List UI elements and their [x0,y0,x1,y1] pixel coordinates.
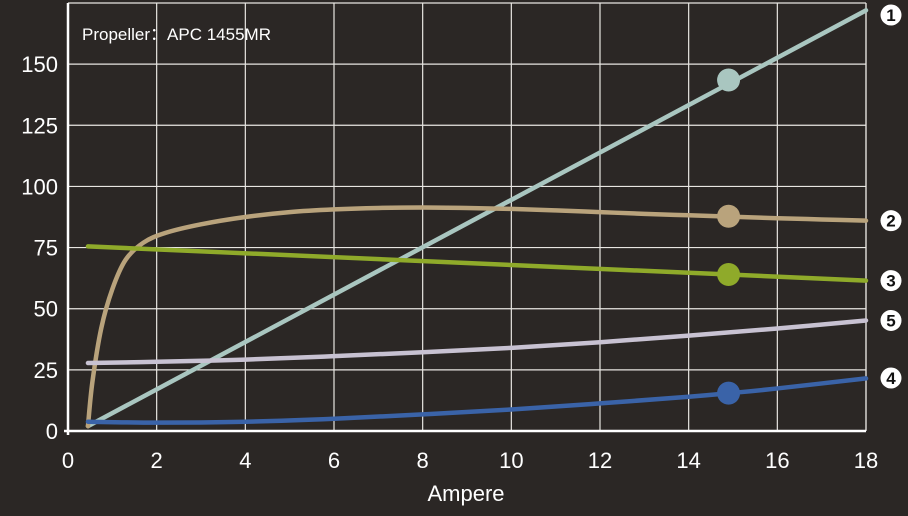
x-tick-label: 4 [239,448,251,473]
series-badge-circle [880,270,902,292]
series-marker-1 [717,68,741,92]
x-tick-label: 18 [854,448,878,473]
series-badge-label: 2 [886,212,895,231]
series-markers [717,68,741,405]
x-tick-label: 2 [151,448,163,473]
series-badge-label: 1 [886,6,895,25]
series-labels: 1 2 3 5 4 [880,4,902,389]
x-tick-label: 6 [328,448,340,473]
y-axis-ticks: 0 25 50 75 100 125 150 [21,52,58,444]
x-tick-label: 16 [765,448,789,473]
series-line-5 [85,318,869,366]
y-tick-label: 125 [21,113,58,138]
x-tick-label: 14 [676,448,700,473]
series-badge-circle [880,4,902,26]
y-tick-label: 150 [21,52,58,77]
x-tick-label: 10 [499,448,523,473]
series-badge-5: 5 [880,309,902,331]
y-tick-label: 50 [34,297,58,322]
x-axis-ticks: 0 2 4 6 8 10 12 14 16 18 [62,448,878,473]
series-badge-1: 1 [880,4,902,26]
x-tick-label: 8 [417,448,429,473]
x-tick-label: 12 [588,448,612,473]
grid [64,2,867,435]
y-tick-label: 75 [34,236,58,261]
series-badge-label: 4 [886,369,896,388]
series-marker-3 [717,262,741,286]
y-tick-label: 25 [34,358,58,383]
x-tick-label: 0 [62,448,74,473]
series-badge-circle [880,210,902,232]
series-badge-2: 2 [880,210,902,232]
series-badge-4: 4 [880,367,902,389]
series-line-2 [85,205,869,429]
series-marker-2 [717,204,741,228]
series-line-4 [85,376,869,425]
series-badge-label: 3 [886,272,895,291]
y-tick-label: 100 [21,174,58,199]
series-badge-circle [880,309,902,331]
series-badge-3: 3 [880,270,902,292]
series-badge-circle [880,367,902,389]
chart-annotation: Propeller：APC 1455MR [82,25,271,44]
series-badge-label: 5 [886,311,895,330]
y-tick-label: 0 [46,419,58,444]
x-axis-label: Ampere [427,481,504,506]
series-marker-4 [717,381,741,405]
